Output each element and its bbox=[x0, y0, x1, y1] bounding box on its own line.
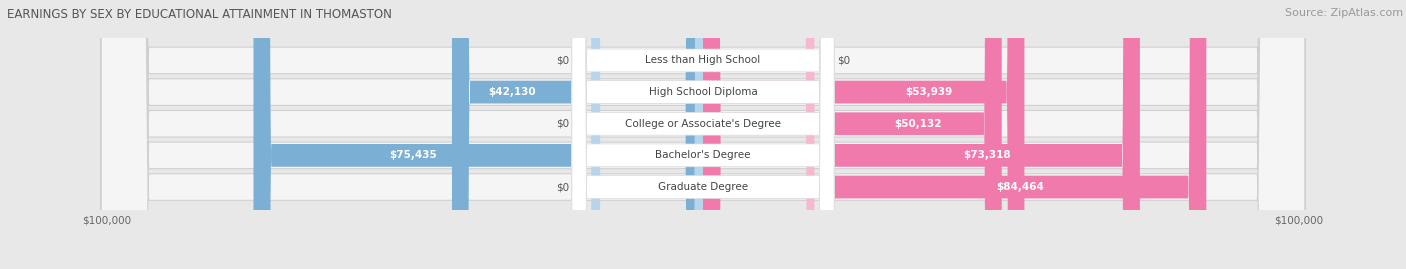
FancyBboxPatch shape bbox=[253, 0, 703, 269]
FancyBboxPatch shape bbox=[101, 0, 1305, 269]
FancyBboxPatch shape bbox=[572, 0, 834, 269]
FancyBboxPatch shape bbox=[451, 0, 703, 269]
Text: Less than High School: Less than High School bbox=[645, 55, 761, 65]
Text: Graduate Degree: Graduate Degree bbox=[658, 182, 748, 192]
FancyBboxPatch shape bbox=[703, 0, 1025, 269]
FancyBboxPatch shape bbox=[703, 0, 1140, 269]
FancyBboxPatch shape bbox=[703, 0, 814, 269]
FancyBboxPatch shape bbox=[572, 0, 834, 269]
Text: $0: $0 bbox=[555, 55, 569, 65]
Text: Bachelor's Degree: Bachelor's Degree bbox=[655, 150, 751, 160]
Text: $53,939: $53,939 bbox=[905, 87, 953, 97]
Text: $84,464: $84,464 bbox=[997, 182, 1045, 192]
FancyBboxPatch shape bbox=[101, 0, 1305, 269]
Text: EARNINGS BY SEX BY EDUCATIONAL ATTAINMENT IN THOMASTON: EARNINGS BY SEX BY EDUCATIONAL ATTAINMEN… bbox=[7, 8, 392, 21]
Text: $42,130: $42,130 bbox=[488, 87, 536, 97]
FancyBboxPatch shape bbox=[572, 0, 834, 269]
Text: $75,435: $75,435 bbox=[389, 150, 437, 160]
FancyBboxPatch shape bbox=[703, 0, 1001, 269]
Text: High School Diploma: High School Diploma bbox=[648, 87, 758, 97]
FancyBboxPatch shape bbox=[572, 0, 834, 269]
FancyBboxPatch shape bbox=[101, 0, 1305, 269]
Text: $73,318: $73,318 bbox=[963, 150, 1011, 160]
Text: $0: $0 bbox=[555, 119, 569, 129]
FancyBboxPatch shape bbox=[101, 0, 1305, 269]
Text: $50,132: $50,132 bbox=[894, 119, 942, 129]
FancyBboxPatch shape bbox=[703, 0, 1206, 269]
Text: College or Associate's Degree: College or Associate's Degree bbox=[626, 119, 780, 129]
FancyBboxPatch shape bbox=[592, 0, 703, 269]
Text: $0: $0 bbox=[837, 55, 851, 65]
FancyBboxPatch shape bbox=[592, 0, 703, 269]
FancyBboxPatch shape bbox=[572, 0, 834, 269]
Text: Source: ZipAtlas.com: Source: ZipAtlas.com bbox=[1285, 8, 1403, 18]
FancyBboxPatch shape bbox=[592, 0, 703, 269]
Text: $0: $0 bbox=[555, 182, 569, 192]
FancyBboxPatch shape bbox=[101, 0, 1305, 269]
